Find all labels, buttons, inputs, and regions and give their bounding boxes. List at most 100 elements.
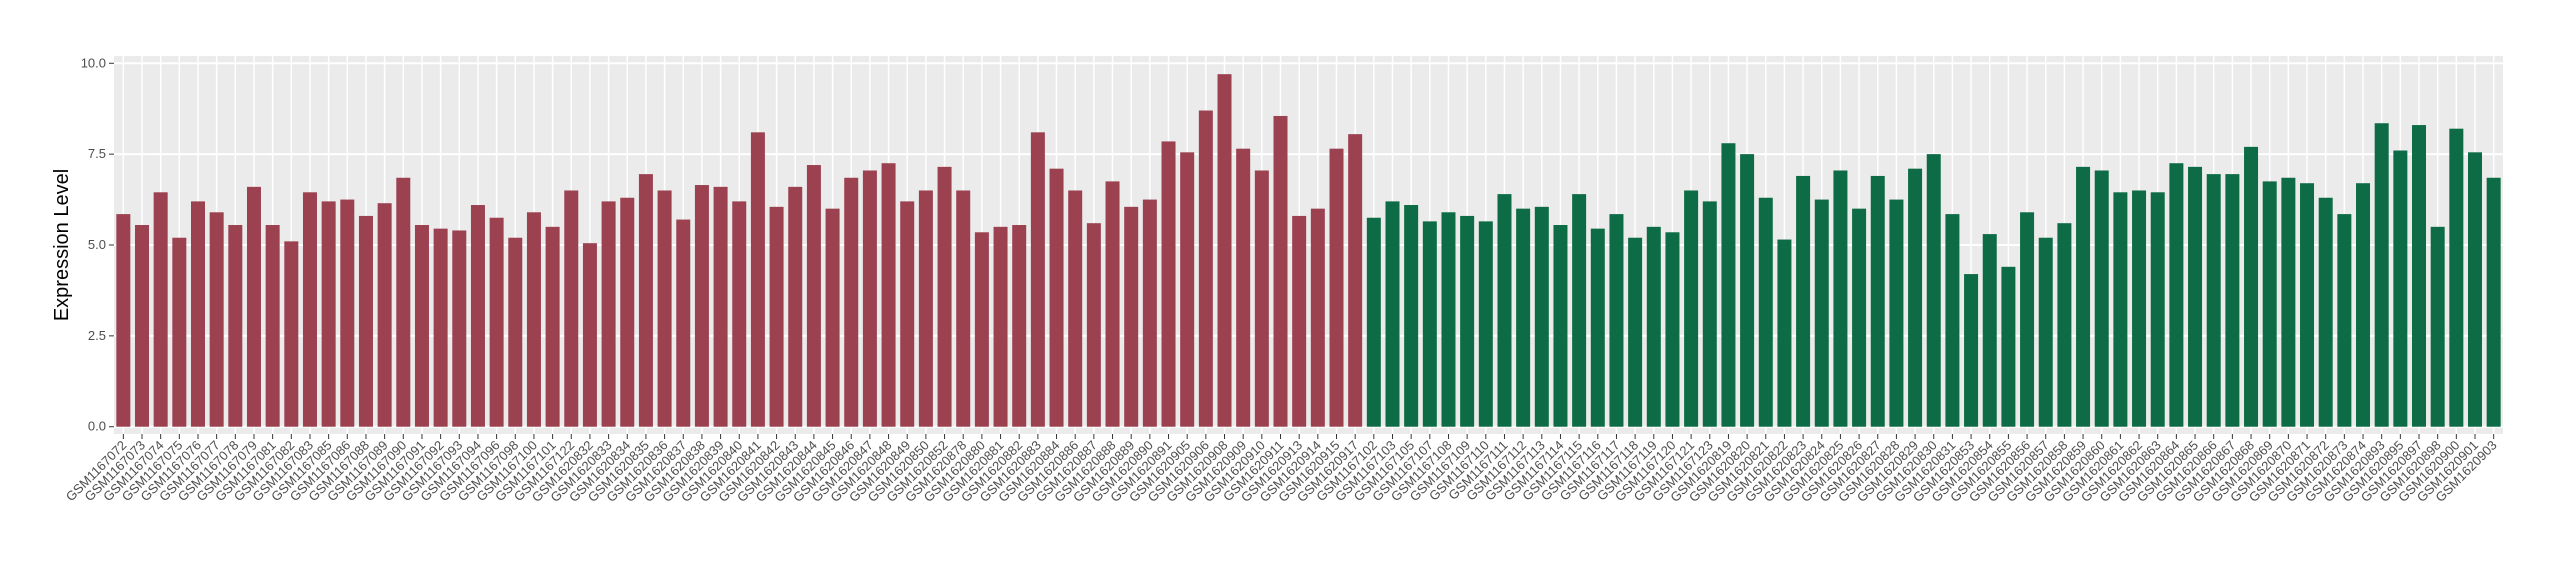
bar — [134, 225, 149, 427]
bar — [1460, 215, 1475, 427]
bar — [1254, 170, 1269, 427]
bar — [1348, 134, 1363, 427]
bar — [1646, 226, 1661, 427]
bar — [937, 166, 952, 427]
bar — [2449, 128, 2464, 427]
bar — [750, 132, 765, 427]
bar — [1124, 206, 1139, 427]
bar — [1086, 223, 1101, 427]
bar — [2076, 166, 2091, 427]
bar — [1142, 199, 1157, 427]
bar — [1385, 201, 1400, 427]
bar — [358, 215, 373, 427]
bar — [694, 185, 709, 427]
bar — [881, 163, 896, 427]
bar — [1217, 74, 1232, 427]
bar — [1908, 168, 1923, 427]
bar — [2281, 177, 2296, 427]
bar — [153, 192, 168, 427]
bar — [2001, 266, 2016, 427]
bar — [1478, 221, 1493, 427]
bar — [2113, 192, 2128, 427]
bar — [1964, 274, 1979, 427]
bar — [1777, 239, 1792, 427]
bar — [769, 206, 784, 427]
bar — [1572, 194, 1587, 427]
bar — [190, 201, 205, 427]
bar — [657, 190, 672, 427]
bar — [2412, 125, 2427, 427]
bar — [2206, 174, 2221, 427]
bar — [228, 225, 243, 427]
bar — [302, 192, 317, 427]
bar — [1628, 237, 1643, 427]
bar — [489, 217, 504, 427]
bar — [2468, 152, 2483, 427]
bar — [993, 226, 1008, 427]
bar — [844, 177, 859, 427]
bar — [396, 177, 411, 427]
bar — [974, 232, 989, 427]
bar — [1926, 154, 1941, 427]
bar — [508, 237, 523, 427]
bar — [1852, 208, 1867, 427]
bar — [1329, 148, 1344, 427]
bar — [2188, 166, 2203, 427]
bar — [1105, 181, 1120, 427]
bar — [620, 197, 635, 427]
bar — [676, 219, 691, 427]
bar — [1814, 199, 1829, 427]
bar — [2094, 170, 2109, 427]
bar — [825, 208, 840, 427]
bar — [1236, 148, 1251, 427]
bar — [1292, 215, 1307, 427]
bar — [2318, 197, 2333, 427]
bar — [2486, 177, 2501, 427]
bar — [265, 225, 280, 427]
bar — [1684, 190, 1699, 427]
bar — [1049, 168, 1064, 427]
bar — [116, 214, 131, 427]
bar — [918, 190, 933, 427]
bar — [2262, 181, 2277, 427]
bar — [2244, 146, 2259, 427]
bar — [414, 225, 429, 427]
bar — [1497, 194, 1512, 427]
bar — [1702, 201, 1717, 427]
bar — [1534, 206, 1549, 427]
bar — [526, 212, 541, 427]
bar — [601, 201, 616, 427]
bar — [2057, 223, 2072, 427]
bar — [956, 190, 971, 427]
bar — [564, 190, 579, 427]
bar — [2430, 226, 2445, 427]
bar — [638, 174, 653, 427]
bar — [377, 203, 392, 427]
y-tick-label: 0.0 — [88, 419, 106, 434]
bar — [284, 241, 299, 427]
bar — [246, 186, 261, 427]
bar — [452, 230, 467, 427]
bar — [1441, 212, 1456, 427]
bar — [172, 237, 187, 427]
bar — [209, 212, 224, 427]
bar — [1273, 115, 1288, 427]
bar — [1945, 214, 1960, 427]
bar — [2374, 123, 2389, 427]
bar — [1721, 143, 1736, 427]
bar — [1198, 110, 1213, 427]
bar — [1553, 225, 1568, 427]
y-axis-title: Expression Level — [51, 169, 73, 321]
bar — [2300, 183, 2315, 427]
bar — [2132, 190, 2147, 427]
y-tick-label: 5.0 — [88, 237, 106, 252]
bar — [2169, 163, 2184, 427]
bar — [862, 170, 877, 427]
y-tick-label: 7.5 — [88, 146, 106, 161]
bar — [2150, 192, 2165, 427]
bar — [2225, 174, 2240, 427]
bar — [1030, 132, 1045, 427]
bar — [2038, 237, 2053, 427]
bar — [1609, 214, 1624, 427]
